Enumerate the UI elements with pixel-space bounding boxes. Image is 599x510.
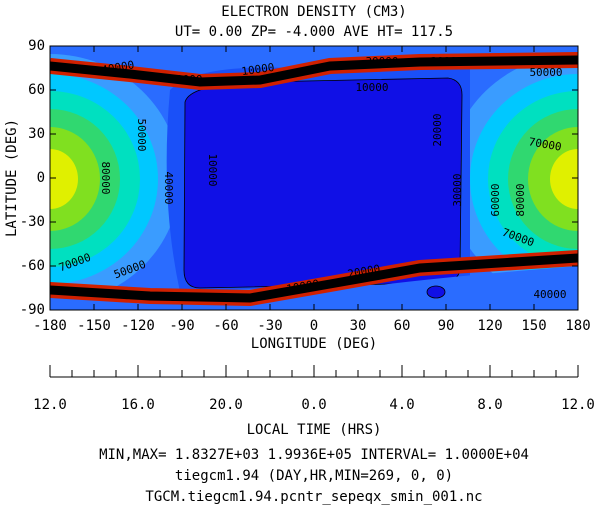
y-axis-label: LATITUDE (DEG) — [4, 119, 20, 237]
contour-label: 80000 — [99, 161, 112, 194]
x2-tick-label: 20.0 — [209, 397, 243, 413]
contour-label: 30000 — [365, 55, 398, 68]
contour-label: 20000 — [431, 113, 444, 146]
y-tick-label: 0 — [37, 170, 45, 186]
y-tick-label: 60 — [28, 82, 45, 98]
x-tick-label: 180 — [565, 318, 590, 334]
x-tick-label: -180 — [33, 318, 67, 334]
x2-tick-label: 4.0 — [389, 397, 414, 413]
chart-title: ELECTRON DENSITY (CM3) — [221, 4, 406, 20]
x2-tick-label: 16.0 — [121, 397, 155, 413]
contour-label: 10000 — [206, 153, 219, 186]
x2-tick-label: 8.0 — [477, 397, 502, 413]
y-tick-label: 30 — [28, 126, 45, 142]
x2-tick-label: 0.0 — [301, 397, 326, 413]
contour-label: 40000 — [533, 288, 566, 301]
left-maximum — [50, 54, 180, 304]
x-tick-label: 60 — [394, 318, 411, 334]
x2-tick-label: 12.0 — [33, 397, 67, 413]
x2-tick-label: 12.0 — [561, 397, 595, 413]
contour-label: 30000 — [451, 173, 464, 206]
x-tick-label: -60 — [213, 318, 238, 334]
x-tick-label: 30 — [350, 318, 367, 334]
x-tick-label: -30 — [257, 318, 282, 334]
contour-label: 40000 — [162, 171, 175, 204]
contour-label: 50000 — [529, 66, 562, 79]
minimum-region — [183, 77, 463, 289]
contour-label: 70000 — [528, 135, 563, 154]
right-maximum — [448, 54, 578, 304]
contour-label: 20000 — [346, 262, 381, 281]
x-tick-label: -90 — [169, 318, 194, 334]
footer-line: TGCM.tiegcm1.94.pcntr_sepeqx_smin_001.nc — [145, 489, 482, 505]
contour-label: 120000 — [170, 291, 210, 304]
contour-label: 40000 — [100, 58, 135, 77]
contour-label: 10000 — [355, 81, 388, 94]
y-tick-label: -90 — [20, 302, 45, 318]
x-tick-label: -120 — [121, 318, 155, 334]
y-tick-label: -60 — [20, 258, 45, 274]
chart-subtitle: UT= 0.00 ZP= -4.000 AVE HT= 117.5 — [175, 24, 453, 40]
x-tick-label: -150 — [77, 318, 111, 334]
x2-axis-label: LOCAL TIME (HRS) — [247, 422, 382, 438]
x-tick-label: 150 — [521, 318, 546, 334]
x-tick-label: 90 — [438, 318, 455, 334]
contour-label: 10000 — [285, 277, 320, 296]
y-tick-label: -30 — [20, 214, 45, 230]
footer-line: MIN,MAX= 1.8327E+03 1.9936E+05 INTERVAL=… — [99, 447, 529, 463]
x-axis-label: LONGITUDE (DEG) — [251, 336, 377, 352]
contour-label: 30000 — [169, 73, 202, 86]
contour-label: 50000 — [135, 118, 148, 151]
contour-label: 10000 — [241, 61, 276, 78]
x-tick-label: 0 — [310, 318, 318, 334]
y-tick-label: 90 — [28, 38, 45, 54]
contour-labels: 40000 30000 10000 30000 30000 10000 50000 50000… — [57, 55, 567, 304]
footer-line: tiegcm1.94 (DAY,HR,MIN=269, 0, 0) — [175, 468, 453, 484]
x-tick-label: 120 — [477, 318, 502, 334]
contour-label: 80000 — [514, 183, 527, 216]
contour-label: 60000 — [489, 183, 502, 216]
contour-field — [50, 46, 578, 310]
contour-label: 30000 — [430, 55, 463, 68]
